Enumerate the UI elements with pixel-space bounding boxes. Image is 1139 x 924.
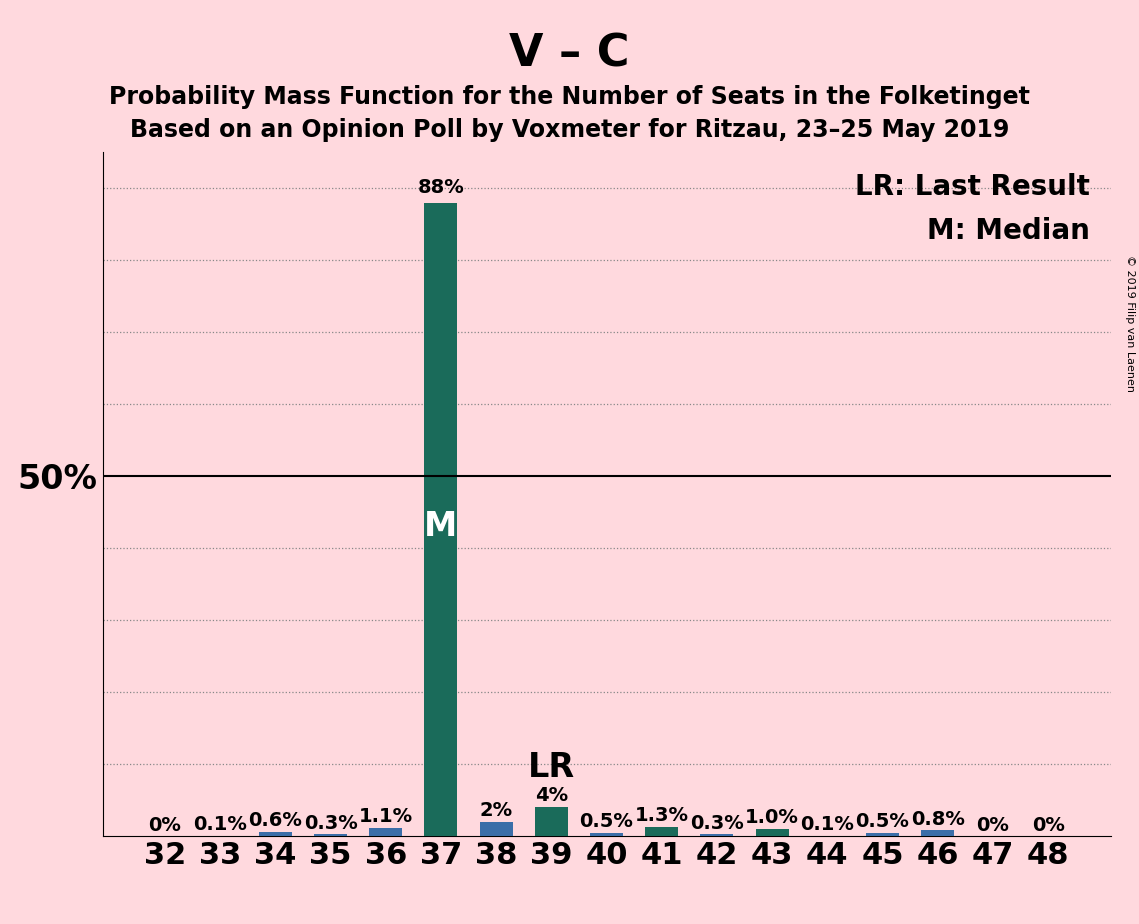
Bar bbox=[314, 834, 347, 836]
Text: 4%: 4% bbox=[534, 786, 568, 806]
Text: LR: Last Result: LR: Last Result bbox=[855, 173, 1090, 201]
Text: V – C: V – C bbox=[509, 32, 630, 76]
Text: 0.5%: 0.5% bbox=[855, 812, 909, 832]
Bar bbox=[700, 834, 734, 836]
Text: LR: LR bbox=[527, 751, 575, 784]
Bar bbox=[259, 832, 292, 836]
Text: 0%: 0% bbox=[976, 816, 1009, 834]
Text: M: M bbox=[425, 510, 458, 543]
Text: 2%: 2% bbox=[480, 801, 513, 820]
Bar bbox=[590, 833, 623, 836]
Text: 1.1%: 1.1% bbox=[359, 808, 412, 826]
Text: 0.6%: 0.6% bbox=[248, 811, 302, 831]
Text: M: Median: M: Median bbox=[927, 217, 1090, 246]
Text: 1.0%: 1.0% bbox=[745, 808, 800, 827]
Bar bbox=[480, 821, 513, 836]
Bar bbox=[755, 829, 788, 836]
Text: 0.3%: 0.3% bbox=[304, 814, 358, 833]
Bar bbox=[369, 828, 402, 836]
Text: 0.1%: 0.1% bbox=[801, 815, 854, 834]
Text: Based on an Opinion Poll by Voxmeter for Ritzau, 23–25 May 2019: Based on an Opinion Poll by Voxmeter for… bbox=[130, 118, 1009, 142]
Bar bbox=[866, 833, 899, 836]
Bar bbox=[425, 203, 458, 836]
Text: 88%: 88% bbox=[418, 178, 465, 197]
Text: 0.3%: 0.3% bbox=[690, 814, 744, 833]
Text: © 2019 Filip van Laenen: © 2019 Filip van Laenen bbox=[1125, 255, 1134, 392]
Bar bbox=[921, 831, 954, 836]
Bar bbox=[534, 808, 568, 836]
Text: 0.8%: 0.8% bbox=[911, 810, 965, 829]
Bar bbox=[645, 827, 679, 836]
Text: 1.3%: 1.3% bbox=[634, 806, 689, 825]
Text: 0%: 0% bbox=[148, 816, 181, 834]
Text: Probability Mass Function for the Number of Seats in the Folketinget: Probability Mass Function for the Number… bbox=[109, 85, 1030, 109]
Text: 0%: 0% bbox=[1032, 816, 1065, 834]
Text: 0.1%: 0.1% bbox=[194, 815, 247, 834]
Text: 0.5%: 0.5% bbox=[580, 812, 633, 832]
